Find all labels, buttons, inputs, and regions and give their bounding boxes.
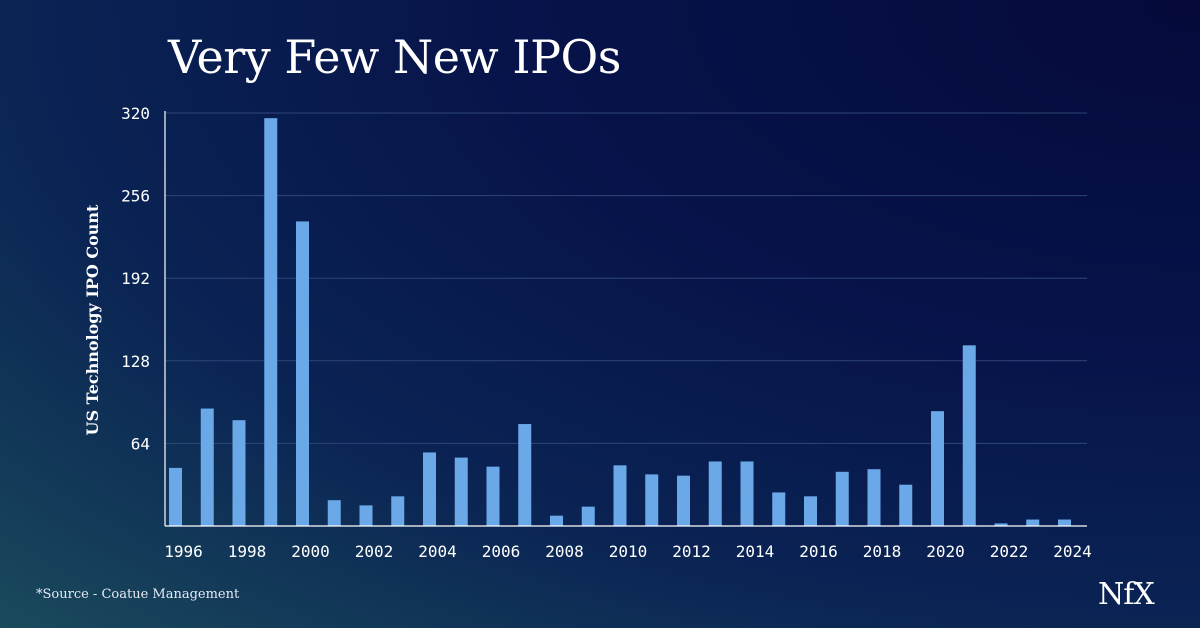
bar-1997 [200,408,214,526]
y-tick-label: 192 [121,269,150,288]
y-tick-labels: 64 128 192 256 320 [121,104,150,453]
x-tick-label: 2016 [799,542,838,561]
bar-2005 [454,457,468,526]
x-tick-label: 2010 [609,542,648,561]
x-tick-labels: 1996 1998 2000 2002 2004 2006 2008 2010 2012 2014… [164,542,1092,561]
bar-2008 [550,515,563,526]
x-tick-label: 2022 [990,542,1029,561]
x-tick-label: 2024 [1053,542,1092,561]
bar-2020 [931,411,944,526]
bar-2018 [867,469,881,526]
axes [164,111,1087,527]
x-tick-label: 2012 [672,542,711,561]
bar-2009 [581,506,595,526]
chart-title: Very Few New IPOs [168,30,621,84]
bar-1998 [232,420,246,526]
x-tick-label: 1998 [228,542,267,561]
bar-2013 [708,461,722,526]
bar-2003 [391,496,405,526]
bars [169,118,1071,526]
bar-1996 [169,467,182,526]
x-tick-label: 2014 [736,542,775,561]
x-tick-label: 2004 [418,542,457,561]
x-tick-label: 2008 [545,542,584,561]
y-tick-label: 128 [121,352,150,371]
x-tick-label: 2006 [482,542,521,561]
x-tick-label: 2002 [355,542,394,561]
y-tick-label: 256 [121,187,150,206]
bar-2001 [327,500,341,526]
bar-2011 [645,474,659,526]
nfx-logo: NfX [1098,577,1155,612]
y-axis-label: US Technology IPO Count [83,204,102,436]
bar-2024 [1058,519,1071,526]
x-tick-label: 1996 [164,542,203,561]
bar-2012 [677,475,690,526]
bar-2017 [835,471,849,526]
bar-2022 [994,523,1008,526]
bar-2000 [296,221,309,526]
y-tick-label: 64 [131,434,150,453]
bar-2010 [613,465,627,526]
bar-2006 [486,466,500,526]
bar-2016 [804,496,817,526]
x-tick-label: 2018 [863,542,902,561]
bar-2014 [740,461,754,526]
bar-2015 [772,492,786,526]
x-tick-label: 2000 [291,542,330,561]
source-note: *Source - Coatue Management [36,587,240,602]
bar-1999 [264,118,278,526]
bar-2007 [518,424,532,526]
bar-2002 [359,505,373,526]
bar-2021 [962,345,976,526]
x-tick-label: 2020 [926,542,965,561]
bar-2023 [1026,519,1040,526]
y-tick-label: 320 [121,104,150,123]
bar-2004 [423,452,436,526]
bar-2019 [899,484,913,526]
